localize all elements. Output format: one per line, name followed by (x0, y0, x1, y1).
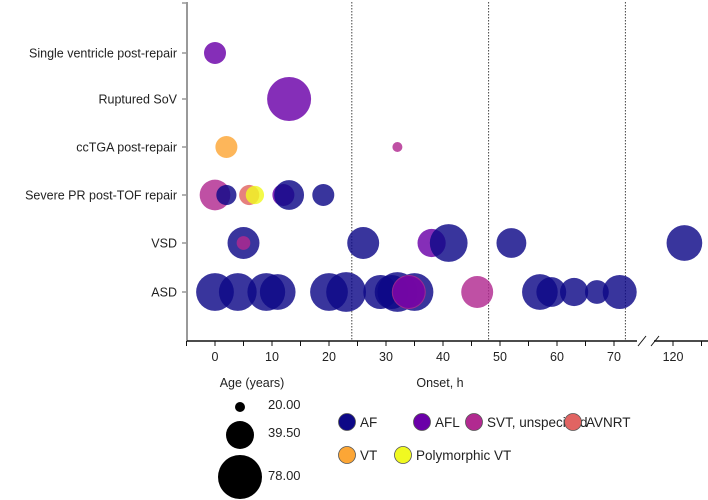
legend-label: AFL (435, 415, 460, 430)
size-legend-circle (226, 421, 254, 449)
bubble-af (216, 184, 237, 206)
axis-break-mark (650, 335, 660, 347)
legend-label: AF (360, 415, 377, 430)
bubble-af (274, 180, 305, 210)
y-tick-label: Ruptured SoV (98, 93, 177, 107)
bubble-svt-unspecified (236, 236, 251, 250)
bubble-svt-unspecified (392, 142, 403, 152)
legend-swatch (465, 413, 483, 431)
bubble-polymorphic-vt (245, 185, 265, 205)
legend-swatch (413, 413, 431, 431)
x-tick-label: 40 (436, 350, 450, 364)
size-legend-label: 20.00 (268, 397, 301, 412)
size-legend-title: Age (years) (220, 376, 285, 390)
legend-label: SVT, unspecified (487, 415, 588, 430)
legend-label: VT (360, 448, 377, 463)
bubble-af (347, 227, 380, 259)
x-tick-label: 60 (550, 350, 564, 364)
bubble-af (326, 272, 367, 312)
bubble-af (559, 277, 589, 307)
y-tick-label: Single ventricle post-repair (29, 47, 177, 61)
x-tick-label: 10 (265, 350, 279, 364)
bubble-af (218, 273, 257, 311)
bubble-af (584, 280, 609, 304)
bubble-af (496, 228, 527, 258)
bubble-afl (392, 276, 425, 308)
x-tick-label: 20 (322, 350, 336, 364)
size-legend-label: 39.50 (268, 425, 301, 440)
bubble-vt (215, 136, 238, 158)
x-tick-label: 120 (663, 350, 684, 364)
size-legend-label: 78.00 (268, 468, 301, 483)
axis-break-mark (637, 335, 647, 347)
x-tick-label: 70 (607, 350, 621, 364)
x-tick-label: 0 (212, 350, 219, 364)
bubble-af (429, 224, 468, 262)
legend-label: Polymorphic VT (416, 448, 511, 463)
x-axis-label: Onset, h (416, 376, 463, 390)
legend-label: AVNRT (586, 415, 631, 430)
legend-swatch (394, 446, 412, 464)
x-tick-label: 30 (379, 350, 393, 364)
legend-swatch (338, 413, 356, 431)
bubble-svt-unspecified (461, 276, 494, 308)
size-legend-circle (218, 455, 262, 499)
y-tick-label: Severe PR post-TOF repair (25, 189, 177, 203)
legend-swatch (564, 413, 582, 431)
legend-swatch (338, 446, 356, 464)
y-tick-label: VSD (151, 237, 177, 251)
bubble-afl (204, 42, 226, 64)
bubble-af (666, 225, 703, 261)
bubble-af (259, 274, 296, 310)
y-tick-label: ccTGA post-repair (76, 141, 177, 155)
bubble-af (602, 274, 637, 310)
bubble-afl (267, 77, 312, 121)
bubble-af (536, 277, 567, 307)
bubble-af (312, 184, 335, 206)
x-tick-label: 50 (493, 350, 507, 364)
y-tick-label: ASD (151, 286, 177, 300)
size-legend-circle (235, 402, 245, 412)
